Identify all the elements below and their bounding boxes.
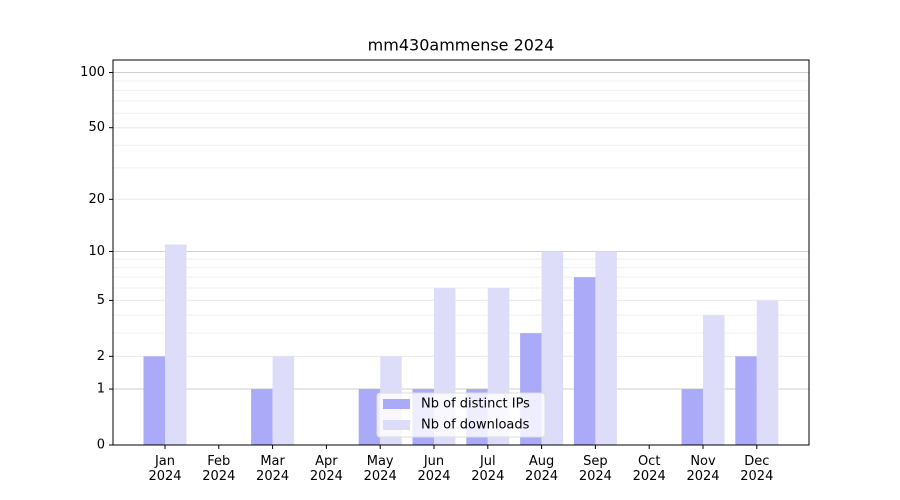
x-tick-label: Jun 2024 xyxy=(417,454,451,484)
legend-swatch xyxy=(383,399,410,409)
x-tick-label: Nov 2024 xyxy=(686,454,720,484)
x-tick-label: Jul 2024 xyxy=(471,454,505,484)
plot-frame xyxy=(112,59,810,446)
bar xyxy=(251,389,273,445)
y-tick-label: 5 xyxy=(97,293,105,308)
x-tick-label: Sep 2024 xyxy=(578,454,612,484)
bar xyxy=(735,356,757,445)
x-tick-label: Jan 2024 xyxy=(148,454,182,484)
y-tick-label: 1 xyxy=(97,382,105,397)
y-tick-label: 50 xyxy=(88,120,105,135)
legend-label: Nb of downloads xyxy=(421,418,530,433)
x-tick-label: Mar 2024 xyxy=(256,454,290,484)
x-tick-label: May 2024 xyxy=(363,454,397,484)
chart-title: mm430ammense 2024 xyxy=(368,36,555,55)
bar xyxy=(573,277,596,445)
bar xyxy=(272,356,295,445)
bar xyxy=(703,315,725,445)
legend: Nb of distinct IPs Nb of downloads xyxy=(376,392,546,438)
bar xyxy=(595,251,617,445)
bar xyxy=(165,244,187,445)
legend-box xyxy=(376,392,546,438)
bar xyxy=(541,251,564,445)
legend-swatch xyxy=(383,420,410,430)
y-tick-label: 10 xyxy=(88,244,105,259)
legend-label: Nb of distinct IPs xyxy=(421,397,530,412)
y-tick-label: 0 xyxy=(97,438,105,453)
x-tick-label: Dec 2024 xyxy=(740,454,774,484)
x-tick-label: Aug 2024 xyxy=(525,454,559,484)
bar xyxy=(143,356,165,445)
bar xyxy=(681,389,703,445)
bar xyxy=(756,300,779,445)
y-tick-label: 20 xyxy=(88,192,105,207)
y-tick-label: 100 xyxy=(80,65,105,80)
x-tick-label: Apr 2024 xyxy=(309,454,343,484)
x-tick-label: Feb 2024 xyxy=(202,454,236,484)
bar xyxy=(358,389,381,445)
x-tick-label: Oct 2024 xyxy=(632,454,666,484)
y-tick-label: 2 xyxy=(97,349,105,364)
